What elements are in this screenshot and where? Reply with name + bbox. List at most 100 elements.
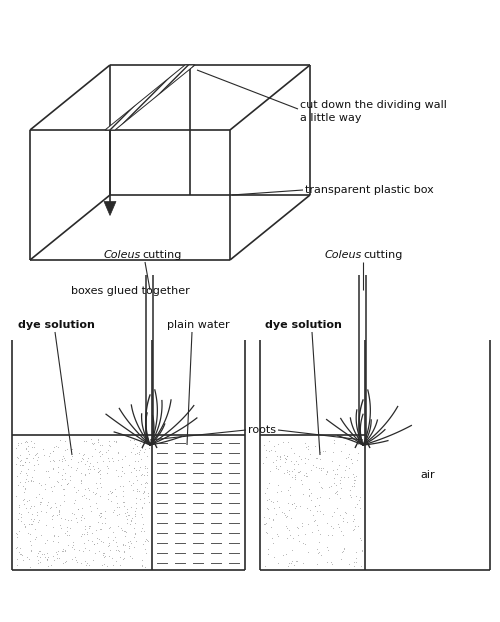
Point bbox=[84, 453, 92, 463]
Point bbox=[73, 463, 81, 473]
Point bbox=[96, 508, 104, 518]
Point bbox=[138, 469, 146, 479]
Point bbox=[302, 471, 310, 481]
Point bbox=[140, 562, 148, 572]
Point bbox=[77, 456, 85, 466]
Point bbox=[78, 511, 86, 521]
Point bbox=[140, 447, 148, 457]
Point bbox=[340, 465, 348, 475]
Point bbox=[104, 463, 112, 473]
Point bbox=[328, 456, 336, 466]
Point bbox=[17, 455, 25, 465]
Point bbox=[113, 510, 121, 520]
Point bbox=[42, 485, 50, 494]
Point bbox=[338, 547, 346, 557]
Point bbox=[34, 517, 42, 527]
Point bbox=[52, 441, 60, 451]
Point bbox=[100, 456, 108, 466]
Point bbox=[93, 503, 101, 513]
Point bbox=[276, 460, 284, 470]
Point bbox=[104, 445, 112, 455]
Point bbox=[284, 437, 292, 447]
Point bbox=[348, 453, 356, 463]
Point bbox=[16, 450, 24, 460]
Point bbox=[42, 521, 50, 531]
Point bbox=[97, 524, 105, 534]
Point bbox=[21, 483, 29, 493]
Text: transparent plastic box: transparent plastic box bbox=[305, 185, 434, 195]
Point bbox=[120, 497, 128, 507]
Point bbox=[54, 507, 62, 517]
Point bbox=[62, 445, 70, 455]
Point bbox=[342, 461, 350, 471]
Point bbox=[279, 550, 287, 560]
Point bbox=[140, 493, 148, 503]
Point bbox=[130, 532, 138, 542]
Point bbox=[346, 486, 354, 496]
Point bbox=[94, 517, 102, 527]
Point bbox=[287, 456, 295, 466]
Point bbox=[340, 471, 348, 481]
Point bbox=[41, 538, 49, 548]
Point bbox=[27, 476, 35, 486]
Point bbox=[15, 526, 23, 536]
Point bbox=[36, 552, 44, 562]
Point bbox=[78, 491, 86, 501]
Point bbox=[89, 487, 97, 497]
Point bbox=[274, 558, 282, 568]
Point bbox=[290, 464, 298, 474]
Point bbox=[91, 489, 99, 499]
Point bbox=[288, 466, 296, 476]
Point bbox=[55, 506, 63, 516]
Point bbox=[13, 529, 21, 539]
Point bbox=[24, 519, 32, 529]
Point bbox=[24, 448, 32, 458]
Point bbox=[22, 457, 30, 467]
Point bbox=[287, 513, 295, 522]
Point bbox=[120, 547, 128, 557]
Point bbox=[353, 499, 361, 509]
Point bbox=[337, 526, 345, 536]
Point bbox=[86, 521, 94, 531]
Point bbox=[85, 521, 93, 531]
Point bbox=[322, 469, 330, 479]
Point bbox=[298, 479, 306, 489]
Point bbox=[332, 487, 340, 497]
Point bbox=[350, 557, 358, 567]
Point bbox=[304, 484, 312, 494]
Point bbox=[342, 508, 350, 518]
Point bbox=[74, 448, 82, 458]
Point bbox=[59, 546, 67, 556]
Point bbox=[84, 483, 92, 493]
Point bbox=[91, 445, 99, 455]
Point bbox=[12, 443, 20, 453]
Point bbox=[22, 443, 30, 453]
Point bbox=[113, 502, 121, 512]
Point bbox=[14, 453, 22, 463]
Point bbox=[114, 521, 122, 531]
Point bbox=[273, 496, 281, 506]
Point bbox=[304, 454, 312, 464]
Point bbox=[44, 451, 52, 461]
Point bbox=[41, 552, 49, 562]
Point bbox=[54, 537, 62, 547]
Point bbox=[42, 466, 50, 476]
Point bbox=[74, 518, 82, 527]
Point bbox=[107, 496, 115, 506]
Point bbox=[118, 466, 126, 476]
Point bbox=[17, 516, 25, 526]
Point bbox=[345, 449, 353, 459]
Point bbox=[32, 493, 40, 503]
Point bbox=[86, 501, 94, 511]
Point bbox=[134, 456, 141, 466]
Point bbox=[60, 485, 68, 494]
Point bbox=[350, 560, 358, 570]
Point bbox=[18, 460, 26, 470]
Point bbox=[93, 457, 101, 466]
Point bbox=[40, 450, 48, 460]
Point bbox=[145, 497, 153, 507]
Point bbox=[285, 504, 293, 514]
Point bbox=[42, 507, 50, 517]
Point bbox=[136, 438, 144, 448]
Point bbox=[138, 555, 146, 565]
